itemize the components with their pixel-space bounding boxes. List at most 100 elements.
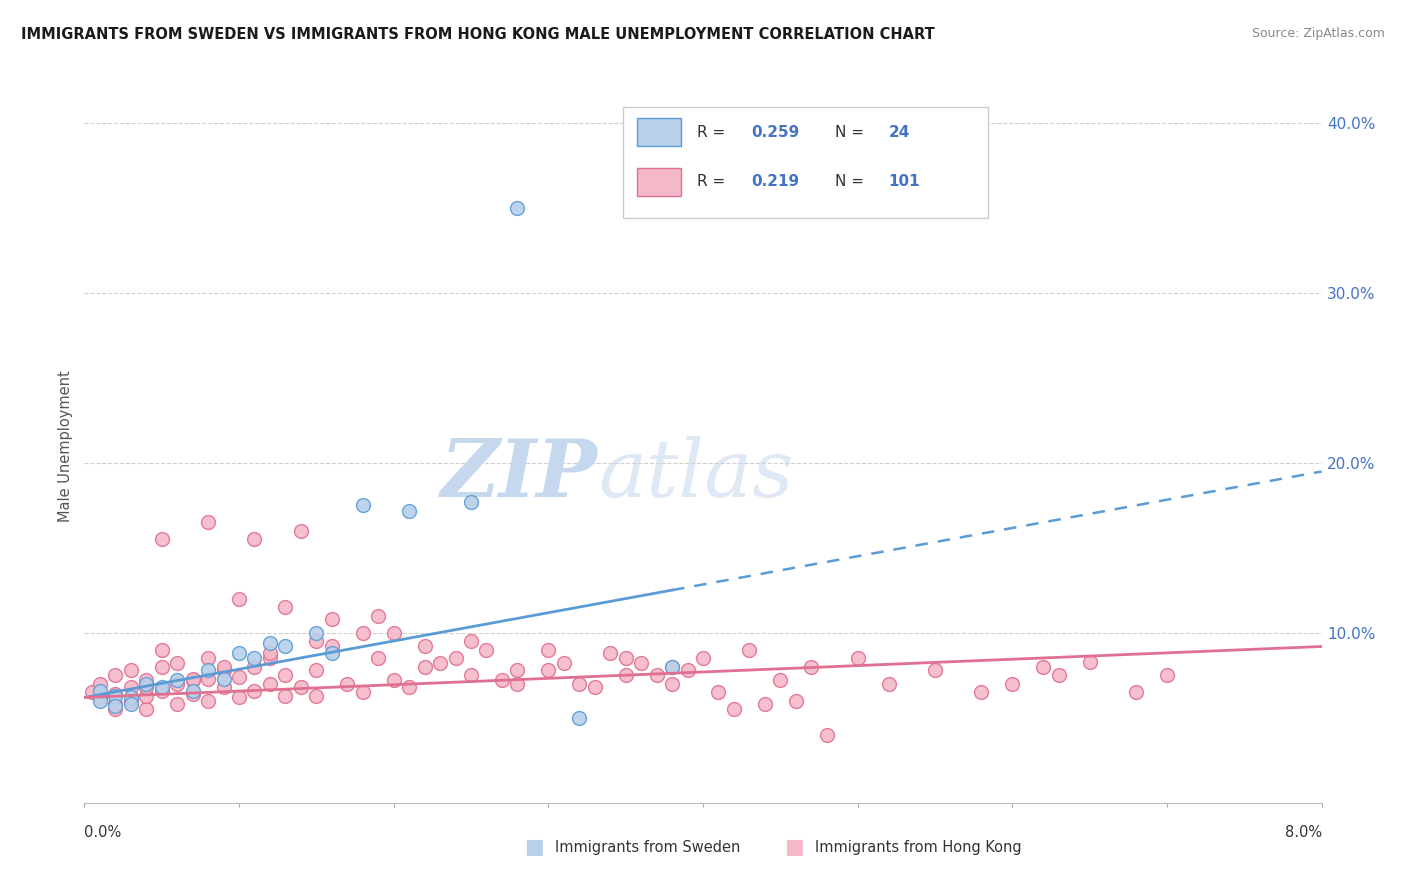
Text: N =: N = <box>835 125 869 139</box>
Point <box>243 660 266 674</box>
Point <box>135 680 157 694</box>
Point <box>970 685 993 699</box>
Point <box>1001 677 1024 691</box>
Point <box>181 672 204 686</box>
Point <box>537 663 560 677</box>
Point <box>352 499 374 513</box>
Point <box>491 673 513 688</box>
Point <box>228 591 250 606</box>
Point <box>259 677 281 691</box>
Text: 8.0%: 8.0% <box>1285 825 1322 840</box>
Point <box>120 694 142 708</box>
Point <box>305 663 328 677</box>
Text: atlas: atlas <box>598 436 793 513</box>
Point <box>352 626 374 640</box>
Text: Source: ZipAtlas.com: Source: ZipAtlas.com <box>1251 27 1385 40</box>
Text: 101: 101 <box>889 175 920 189</box>
Point <box>197 672 219 686</box>
Point <box>243 533 266 547</box>
Point <box>645 668 668 682</box>
Text: IMMIGRANTS FROM SWEDEN VS IMMIGRANTS FROM HONG KONG MALE UNEMPLOYMENT CORRELATIO: IMMIGRANTS FROM SWEDEN VS IMMIGRANTS FRO… <box>21 27 935 42</box>
Text: Immigrants from Sweden: Immigrants from Sweden <box>555 840 741 855</box>
Point <box>475 643 498 657</box>
Point <box>1156 668 1178 682</box>
Point <box>846 651 869 665</box>
Point <box>166 657 188 671</box>
Point <box>614 668 637 682</box>
Point <box>212 660 235 674</box>
FancyBboxPatch shape <box>623 107 987 218</box>
Point <box>120 663 142 677</box>
Point <box>181 683 204 698</box>
Point <box>197 651 219 665</box>
Point <box>630 657 652 671</box>
Point <box>212 672 235 686</box>
Point <box>506 201 529 215</box>
Point <box>785 694 807 708</box>
Point <box>444 651 467 665</box>
Point <box>150 660 173 674</box>
Point <box>583 680 606 694</box>
Point <box>599 646 621 660</box>
Text: Immigrants from Hong Kong: Immigrants from Hong Kong <box>815 840 1022 855</box>
Point <box>212 680 235 694</box>
Point <box>243 683 266 698</box>
Text: R =: R = <box>697 125 730 139</box>
Point <box>661 660 683 674</box>
Point <box>1078 655 1101 669</box>
Point <box>166 677 188 691</box>
Point <box>676 663 699 677</box>
Point <box>1032 660 1054 674</box>
Point <box>150 533 173 547</box>
Point <box>290 680 312 694</box>
Point <box>197 516 219 530</box>
Point <box>537 643 560 657</box>
Point <box>228 646 250 660</box>
Point <box>336 677 359 691</box>
Point <box>367 651 389 665</box>
Point <box>120 694 142 708</box>
Point <box>460 634 482 648</box>
Point <box>506 663 529 677</box>
Point <box>104 698 127 712</box>
Point <box>228 670 250 684</box>
Point <box>104 668 127 682</box>
Point <box>89 694 111 708</box>
Point <box>259 636 281 650</box>
Point <box>150 680 173 694</box>
Point <box>166 698 188 712</box>
Point <box>120 690 142 705</box>
Point <box>150 643 173 657</box>
Point <box>197 694 219 708</box>
Point <box>181 673 204 688</box>
Text: ■: ■ <box>785 838 804 857</box>
Point <box>429 657 451 671</box>
Point <box>614 651 637 665</box>
Point <box>800 660 823 674</box>
Point <box>1047 668 1070 682</box>
Point <box>1125 685 1147 699</box>
Point <box>661 660 683 674</box>
Point <box>877 677 900 691</box>
Point <box>274 689 297 703</box>
Point <box>367 608 389 623</box>
Point <box>243 651 266 665</box>
Y-axis label: Male Unemployment: Male Unemployment <box>58 370 73 522</box>
Point <box>135 673 157 688</box>
Point <box>723 702 745 716</box>
Point <box>274 668 297 682</box>
Point <box>707 685 730 699</box>
Point <box>398 503 420 517</box>
Point <box>104 702 127 716</box>
Point <box>413 640 436 654</box>
Text: 0.0%: 0.0% <box>84 825 121 840</box>
Bar <box>637 168 681 196</box>
Point <box>398 680 420 694</box>
Text: N =: N = <box>835 175 869 189</box>
Point <box>321 646 343 660</box>
Point <box>413 660 436 674</box>
Text: 0.219: 0.219 <box>751 175 800 189</box>
Point <box>228 690 250 705</box>
Point <box>120 698 142 712</box>
Point <box>553 657 575 671</box>
